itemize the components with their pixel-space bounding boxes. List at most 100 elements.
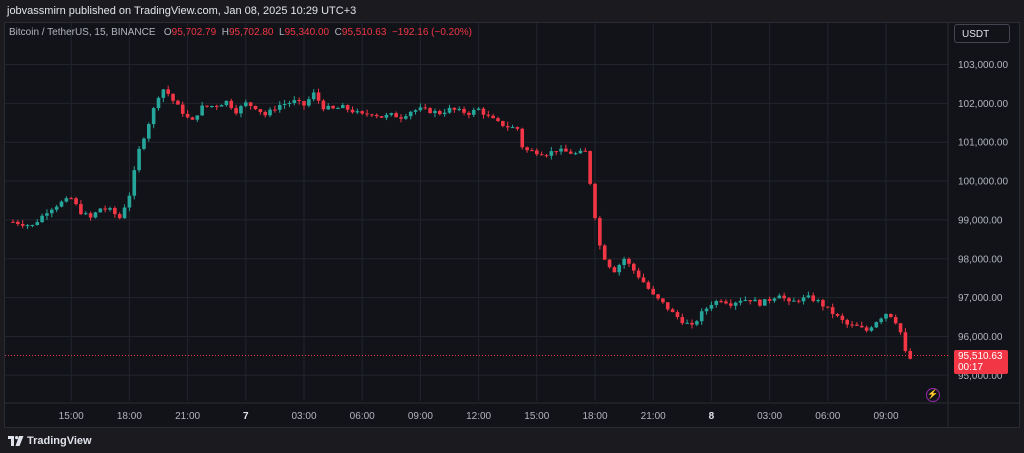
candle-body: [258, 109, 263, 113]
candle-body: [908, 351, 913, 359]
candle-body: [200, 105, 204, 116]
candle-body: [840, 315, 845, 320]
candle-body: [762, 299, 767, 306]
candle-body: [680, 317, 685, 324]
candle-body: [583, 150, 588, 152]
candle-body: [50, 209, 54, 214]
x-tick-label: 15:00: [524, 411, 549, 422]
candle-body: [103, 208, 107, 210]
candle-body: [35, 222, 40, 225]
candle-body: [418, 107, 423, 111]
candle-body: [753, 299, 757, 302]
candle-body: [350, 109, 355, 113]
x-tick-label: 12:00: [466, 411, 491, 422]
candle-body: [627, 258, 631, 264]
legend-change: −192.16 (−0.20%): [391, 27, 473, 38]
candle-body: [850, 324, 854, 326]
candle-body: [297, 100, 301, 102]
candle-body: [598, 218, 602, 246]
candle-body: [248, 102, 253, 106]
candle-body: [874, 322, 879, 328]
publisher-line: jobvassmirn published on TradingView.com…: [7, 5, 357, 17]
candle-body: [733, 302, 738, 306]
candle-body: [336, 108, 340, 110]
candle-body: [501, 120, 505, 126]
candle-body: [244, 102, 248, 107]
candle-body: [767, 299, 772, 301]
legend-open-label: O: [163, 27, 172, 38]
candle-body: [287, 103, 292, 105]
candle-body: [612, 267, 617, 273]
candle-body: [496, 118, 500, 121]
y-tick-label: 102,000.00: [958, 99, 1008, 110]
tradingview-logo-icon[interactable]: [8, 435, 24, 447]
y-tick-label: 96,000.00: [958, 332, 1003, 343]
candle-body: [311, 92, 316, 100]
candle-body: [433, 111, 437, 114]
candle-body: [214, 105, 219, 107]
candle-body: [859, 325, 864, 328]
candle-body: [229, 100, 234, 109]
x-tick-label: 06:00: [815, 411, 840, 422]
legend-open-value: 95,702.79: [171, 27, 217, 38]
candle-body: [108, 208, 112, 210]
candle-body: [845, 319, 849, 325]
candle-body: [539, 154, 544, 156]
candle-body: [709, 304, 714, 309]
candle-body: [471, 109, 476, 115]
candle-body: [292, 100, 297, 104]
candle-body: [88, 213, 93, 218]
x-tick-label: 09:00: [408, 411, 433, 422]
candle-body: [816, 300, 820, 302]
candle-body: [345, 105, 350, 110]
candle-body: [98, 208, 103, 213]
lightning-icon[interactable]: ⚡: [926, 388, 940, 402]
candle-body: [690, 322, 694, 325]
y-tick-label: 103,000.00: [958, 60, 1008, 71]
candle-body: [40, 215, 44, 223]
candle-body: [646, 282, 651, 289]
x-tick-label: 09:00: [873, 411, 898, 422]
candle-countdown: 00:17: [958, 362, 984, 373]
y-tick-label: 97,000.00: [958, 293, 1003, 304]
candle-body: [166, 89, 170, 94]
candle-body: [176, 100, 180, 105]
candle-body: [210, 105, 214, 107]
candle-body: [384, 114, 389, 118]
x-tick-label: 06:00: [350, 411, 375, 422]
candle-body: [675, 312, 680, 318]
candle-body: [326, 105, 331, 110]
candle-body: [578, 150, 583, 154]
candle-body: [743, 300, 748, 302]
chart-frame[interactable]: [4, 22, 1020, 428]
candle-body: [321, 100, 326, 110]
candle-body: [113, 208, 117, 215]
candle-body: [607, 259, 612, 268]
candle-body: [394, 113, 398, 118]
candle-body: [617, 264, 622, 273]
currency-button[interactable]: USDT: [954, 24, 1010, 43]
candle-body: [801, 297, 806, 302]
x-tick-label: 7: [243, 411, 249, 422]
legend-symbol: Bitcoin / TetherUS, 15, BINANCE: [9, 27, 156, 38]
candle-body: [699, 311, 704, 322]
candle-body: [59, 201, 64, 207]
candle-body: [171, 93, 175, 101]
footer-brand[interactable]: TradingView: [27, 435, 92, 447]
legend-low-value: 95,340.00: [284, 27, 330, 38]
candle-body: [564, 148, 568, 152]
symbol-legend: Bitcoin / TetherUS, 15, BINANCE O95,702.…: [9, 27, 472, 38]
candle-body: [714, 301, 719, 305]
candle-body: [156, 97, 161, 109]
candle-body: [239, 106, 243, 114]
candle-body: [738, 300, 743, 303]
candle-body: [821, 300, 825, 307]
candle-body: [462, 108, 466, 113]
y-tick-label: 99,000.00: [958, 215, 1003, 226]
candle-body: [282, 104, 287, 106]
candle-body: [147, 124, 151, 139]
candle-body: [476, 108, 481, 110]
candle-body: [641, 277, 646, 283]
candle-body: [491, 115, 495, 119]
